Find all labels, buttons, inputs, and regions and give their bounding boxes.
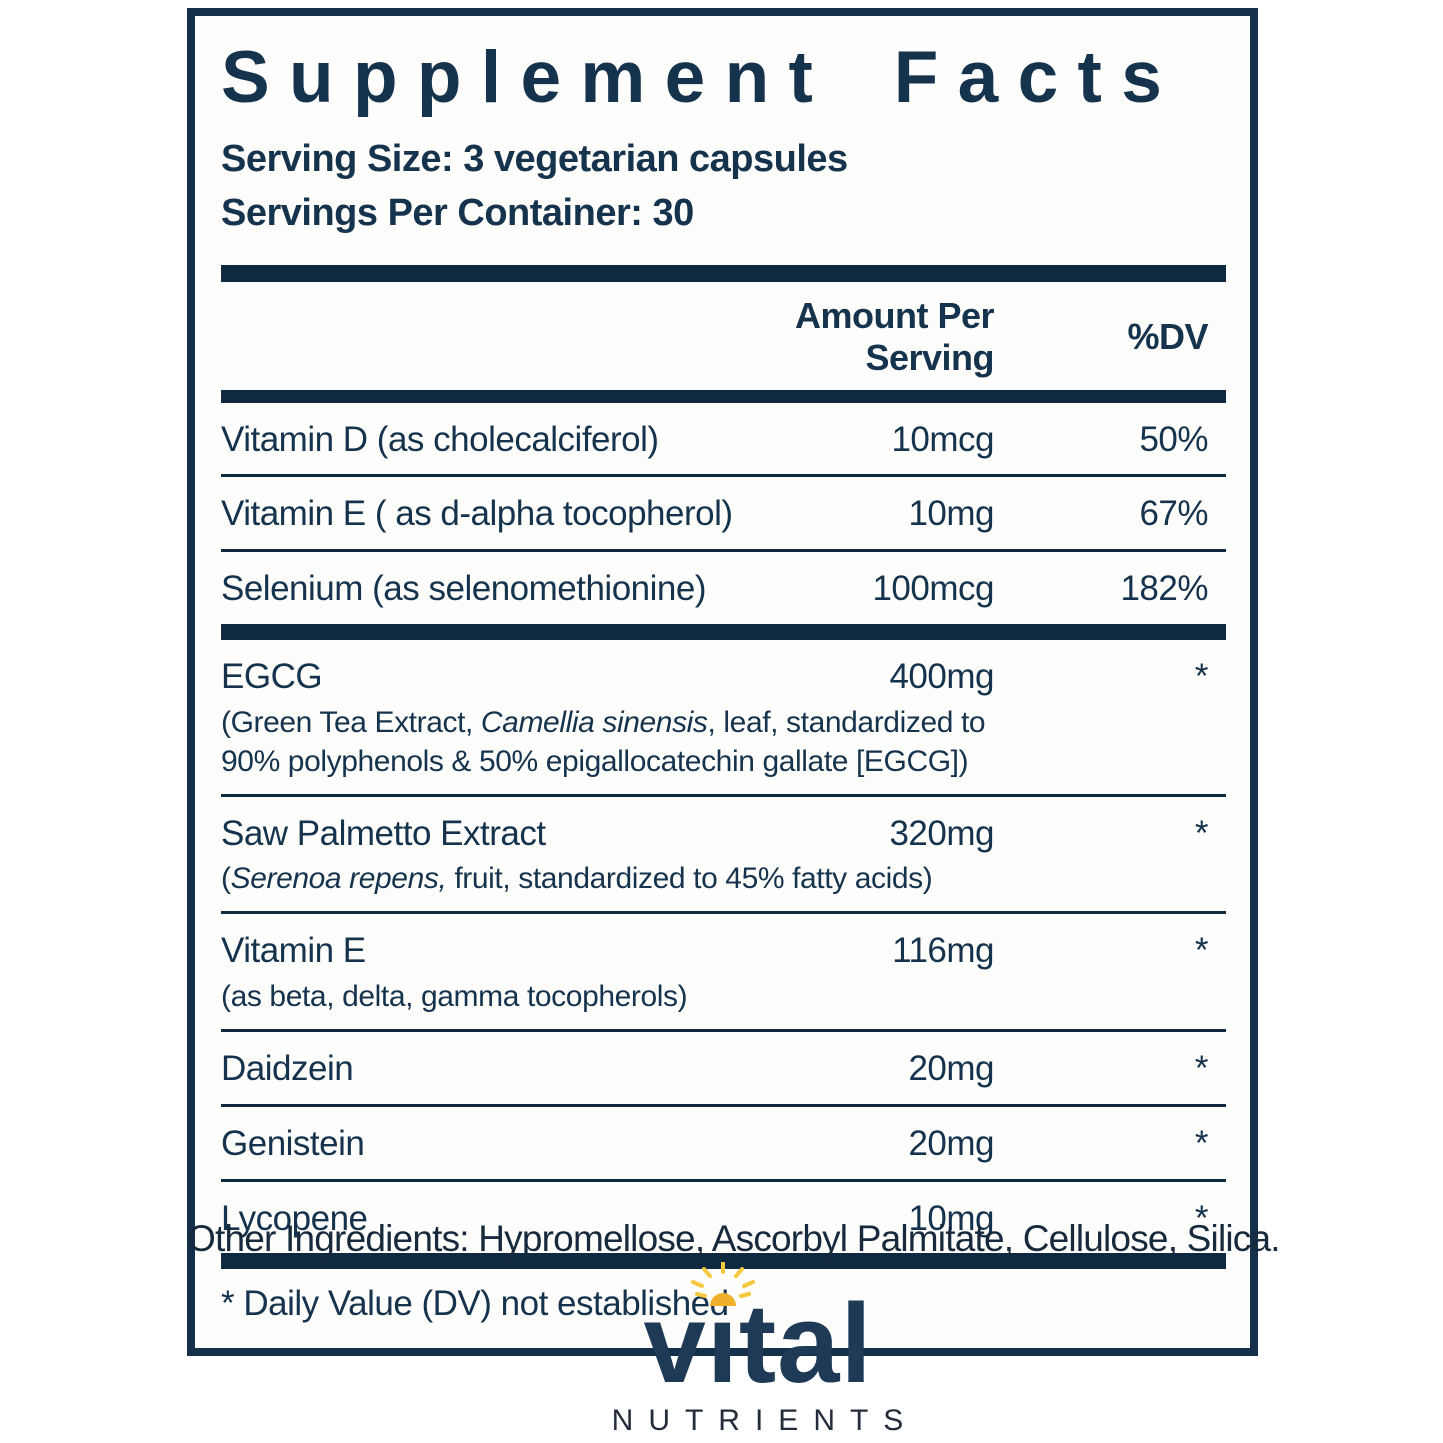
serving-info: Serving Size: 3 vegetarian capsules Serv… <box>221 133 1226 241</box>
brand-logo: v ıtal NUTRIENTS <box>578 1262 938 1438</box>
ingredient-dv: 50% <box>1139 419 1208 459</box>
ingredient-name: Selenium (as selenomethionine) <box>221 569 707 609</box>
row-divider <box>221 1029 1226 1033</box>
ingredient-name: Saw Palmetto Extract <box>221 813 546 853</box>
ingredient-subnote: (Green Tea Extract, Camellia sinensis, l… <box>221 703 1226 781</box>
row-divider <box>221 1253 1226 1270</box>
ingredient-dv: 182% <box>1120 569 1208 609</box>
ingredient-row: Vitamin E 116mg * (as beta, delta, gamma… <box>221 914 1226 1033</box>
other-ingredients: Other Ingredients: Hypromellose, Ascorby… <box>187 1218 1281 1259</box>
subnote-text: fruit, standardized to 45% fatty acids) <box>446 862 933 896</box>
logo-dotless-i: ı <box>706 1281 739 1406</box>
subnote-text: , leaf, standardized to 90% polyphenols … <box>221 705 986 778</box>
ingredient-row: Lycopene 10mg * <box>221 1182 1226 1270</box>
ingredient-amount: 100mcg <box>872 569 994 609</box>
ingredient-row: Vitamin E ( as d-alpha tocopherol) 10mg … <box>221 477 1226 553</box>
ingredient-name: Vitamin D (as cholecalciferol) <box>221 419 659 459</box>
logo-wordmark-post: tal <box>738 1281 873 1406</box>
logo-wordmark: v ıtal <box>643 1262 872 1400</box>
ingredient-table: Vitamin D (as cholecalciferol) 10mcg 50%… <box>221 403 1226 1270</box>
ingredient-dv: * <box>1194 1198 1209 1238</box>
ingredient-name: Genistein <box>221 1123 365 1163</box>
row-divider <box>221 1103 1226 1107</box>
subnote-text: ( <box>221 862 231 896</box>
serving-size: Serving Size: 3 vegetarian capsules <box>221 137 848 180</box>
ingredient-row: Saw Palmetto Extract 320mg * (Serenoa re… <box>221 797 1226 915</box>
logo-wordmark-pre: v <box>643 1281 707 1406</box>
ingredient-dv: * <box>1194 1123 1209 1163</box>
ingredient-name: Lycopene <box>221 1198 368 1238</box>
ingredient-row: Genistein 20mg * <box>221 1107 1226 1182</box>
supplement-facts-panel: Supplement Facts Serving Size: 3 vegetar… <box>187 8 1258 1357</box>
ingredient-amount: 10mcg <box>891 419 994 459</box>
subnote-text: (Green Tea Extract, <box>221 705 481 739</box>
ingredient-amount: 10mg <box>908 494 994 534</box>
row-divider <box>221 793 1226 797</box>
ingredient-row: EGCG 400mg * (Green Tea Extract, Camelli… <box>221 640 1226 797</box>
ingredient-row: Daidzein 20mg * <box>221 1032 1226 1107</box>
table-header-row: Amount Per Serving %DV <box>221 282 1226 390</box>
servings-per-container: Servings Per Container: 30 <box>221 191 694 234</box>
ingredient-row: Selenium (as selenomethionine) 100mcg 18… <box>221 552 1226 640</box>
ingredient-dv: * <box>1194 1049 1209 1089</box>
row-divider <box>221 623 1226 640</box>
ingredient-dv: * <box>1194 656 1209 696</box>
ingredient-amount: 116mg <box>892 931 994 971</box>
supplement-facts-title: Supplement Facts <box>221 37 1182 118</box>
row-divider <box>221 474 1226 478</box>
ingredient-subnote: (as beta, delta, gamma tocopherols) <box>221 977 1226 1016</box>
ingredient-dv: * <box>1194 813 1209 853</box>
logo-subtext: NUTRIENTS <box>611 1404 919 1437</box>
ingredient-amount: 20mg <box>908 1123 994 1163</box>
subnote-italic-text: Camellia sinensis <box>480 705 708 739</box>
daily-value-footnote: * Daily Value (DV) not established <box>221 1284 729 1324</box>
subnote-italic-text: Serenoa repens, <box>230 862 447 896</box>
ingredient-row: Vitamin D (as cholecalciferol) 10mcg 50% <box>221 403 1226 478</box>
ingredient-dv: 67% <box>1139 494 1208 534</box>
top-rule <box>221 264 1226 282</box>
ingredient-amount: 20mg <box>908 1049 994 1089</box>
ingredient-name: Vitamin E ( as d-alpha tocopherol) <box>221 494 733 534</box>
ingredient-amount: 400mg <box>889 656 994 696</box>
ingredient-name: Vitamin E <box>221 931 366 971</box>
ingredient-name: EGCG <box>221 656 323 696</box>
header-rule <box>221 389 1226 403</box>
subnote-text: (as beta, delta, gamma tocopherols) <box>221 980 688 1014</box>
row-divider <box>221 549 1226 553</box>
dv-column-header: %DV <box>1127 315 1208 357</box>
ingredient-amount: 10mg <box>908 1198 994 1238</box>
ingredient-subnote: (Serenoa repens, fruit, standardized to … <box>221 859 1226 898</box>
amount-column-header: Amount Per Serving <box>794 294 995 378</box>
ingredient-amount: 320mg <box>889 813 994 853</box>
row-divider <box>221 911 1226 915</box>
ingredient-dv: * <box>1194 931 1209 971</box>
row-divider <box>221 1178 1226 1182</box>
logo-i: ı <box>690 1262 755 1400</box>
ingredient-name: Daidzein <box>221 1049 354 1089</box>
